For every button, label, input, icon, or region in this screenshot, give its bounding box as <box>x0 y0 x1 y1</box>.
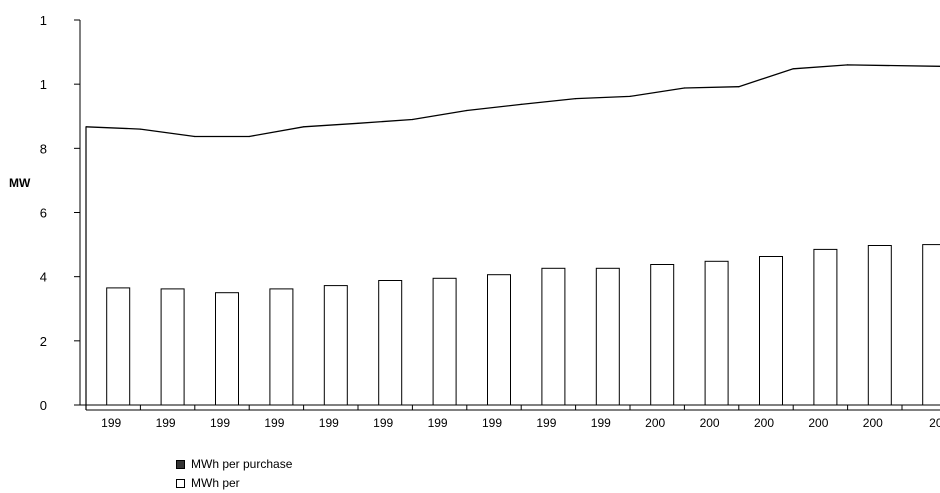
line-point-0 <box>85 126 87 128</box>
bar-15 <box>922 244 940 406</box>
y-tick-label-0: 0 <box>40 398 47 413</box>
line-point-6 <box>411 118 413 121</box>
y-tick-label-5: 1 <box>40 77 47 92</box>
line-point-9 <box>575 98 577 100</box>
y-tick-label-4: 8 <box>40 141 47 156</box>
legend-swatch-mwh <box>176 479 185 488</box>
x-tick-label-7: 199 <box>482 416 502 430</box>
bar-2 <box>215 292 239 406</box>
x-tick-label-10: 200 <box>645 416 665 430</box>
line-point-7 <box>466 109 468 112</box>
bar-7 <box>487 274 511 406</box>
line-point-14 <box>847 64 849 66</box>
line-point-8 <box>520 103 522 105</box>
legend-swatch-purchase <box>176 460 185 469</box>
x-tick-label-14: 200 <box>863 416 883 430</box>
legend-label-mwh: MWh per <box>191 476 240 490</box>
x-tick-label-2: 199 <box>210 416 230 430</box>
bar-9 <box>595 267 620 406</box>
bar-series <box>106 244 940 406</box>
line-series <box>85 64 940 138</box>
bar-4 <box>323 285 348 406</box>
line-purchase <box>85 64 940 138</box>
line-point-5 <box>357 122 359 124</box>
bar-3 <box>269 288 294 406</box>
line-point-10 <box>629 95 631 97</box>
line-point-13 <box>792 68 794 70</box>
y-tick-label-3: 6 <box>40 206 47 221</box>
bar-0 <box>106 287 131 406</box>
bar-10 <box>650 264 675 406</box>
x-tick-label-0: 199 <box>101 416 121 430</box>
bar-12 <box>759 256 783 406</box>
bar-8 <box>541 267 566 406</box>
line-point-3 <box>248 135 250 138</box>
x-tick-label-4: 199 <box>319 416 339 430</box>
legend: MWh per purchase MWh per <box>176 455 292 493</box>
y-tick-label-2: 4 <box>40 270 47 285</box>
x-tick-label-1: 199 <box>156 416 176 430</box>
y-axis: 0 2 4 6 8 1 1 <box>40 13 81 413</box>
x-tick-label-13: 200 <box>808 416 828 430</box>
bar-13 <box>813 248 838 406</box>
x-axis: 199 199 199 199 199 199 199 199 199 199 200 200 200 2… <box>80 404 940 430</box>
legend-label-purchase: MWh per purchase <box>191 457 293 471</box>
line-point-2 <box>194 135 196 138</box>
x-tick-label-9: 199 <box>591 416 611 430</box>
x-tick-label-3: 199 <box>264 416 284 430</box>
x-tick-label-6: 199 <box>428 416 448 430</box>
line-point-12 <box>738 86 740 88</box>
x-tick-label-8: 199 <box>536 416 556 430</box>
legend-item-mwh: MWh per <box>176 474 292 493</box>
y-tick-label-6: 1 <box>40 13 47 28</box>
x-tick-label-11: 200 <box>700 416 720 430</box>
bar-5 <box>378 280 403 406</box>
legend-item-purchase: MWh per purchase <box>176 455 292 474</box>
x-tick-label-5: 199 <box>373 416 393 430</box>
x-tick-label-12: 200 <box>754 416 774 430</box>
bar-14 <box>867 245 892 406</box>
bar-11 <box>704 260 729 406</box>
y-tick-label-1: 2 <box>40 334 47 349</box>
plot-frame <box>85 126 87 410</box>
bar-1 <box>160 288 185 406</box>
y-axis-title: MW <box>9 176 31 190</box>
x-tick-label-15: 200 <box>929 416 940 430</box>
bar-6 <box>432 277 457 406</box>
line-point-1 <box>139 128 141 130</box>
line-point-11 <box>683 87 686 89</box>
line-point-4 <box>303 126 305 128</box>
